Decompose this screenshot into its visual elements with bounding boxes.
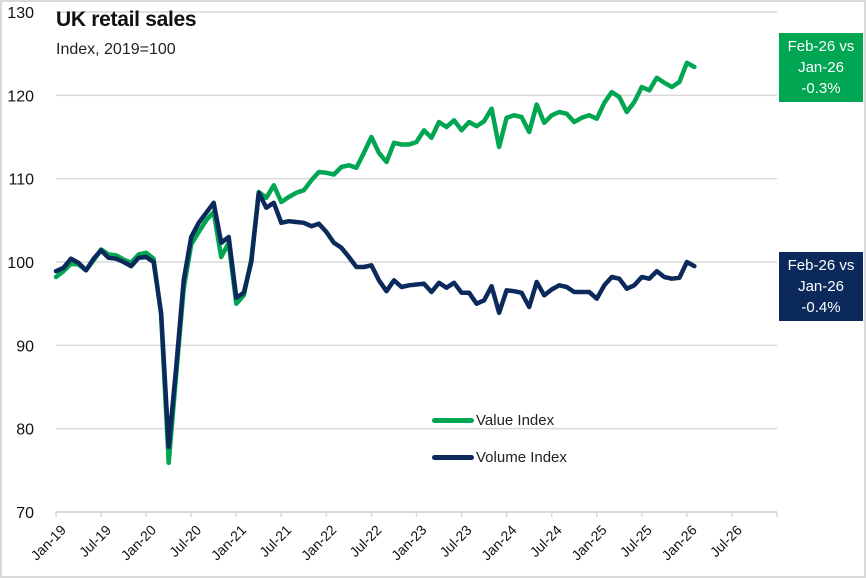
x-tick-label: Jan-20 <box>118 522 160 564</box>
y-tick-label: 70 <box>16 505 34 522</box>
x-tick-label: Jan-23 <box>388 522 430 564</box>
y-tick-label: 90 <box>16 338 34 355</box>
volume-index-line <box>53 190 697 450</box>
x-tick-label: Jul-20 <box>166 522 204 560</box>
callout-line: Feb-26 vs <box>787 38 855 55</box>
volume-index-callout: Feb-26 vs Jan-26 -0.4% <box>779 252 863 321</box>
x-tick-label: Jan-22 <box>298 522 340 564</box>
callout-line: Feb-26 vs <box>787 257 855 274</box>
x-tick-label: Jul-21 <box>256 522 294 560</box>
x-tick-label: Jan-19 <box>27 522 69 564</box>
callout-line: -0.4% <box>801 299 841 316</box>
chart-subtitle: Index, 2019=100 <box>56 41 176 58</box>
y-tick-label: 100 <box>7 255 34 272</box>
y-tick-label: 110 <box>8 172 34 189</box>
legend-label: Value Index <box>476 412 555 429</box>
legend-swatch-volume <box>432 455 474 460</box>
callout-line: Jan-26 <box>798 59 844 76</box>
x-tick-label: Jan-21 <box>208 522 250 564</box>
legend-label: Volume Index <box>476 449 567 466</box>
y-tick-label: 120 <box>7 88 34 105</box>
x-tick-label: Jul-25 <box>617 522 655 560</box>
legend-swatch-value <box>432 418 474 423</box>
legend-item-value-index: Value Index <box>432 412 554 429</box>
series-lines <box>53 60 697 466</box>
x-tick-label: Jan-25 <box>568 522 610 564</box>
chart-title: UK retail sales <box>56 8 197 31</box>
value-index-callout: Feb-26 vs Jan-26 -0.3% <box>779 33 863 102</box>
x-tick-label: Jul-19 <box>76 522 114 560</box>
x-tick-label: Jul-23 <box>436 522 474 560</box>
y-tick-label: 130 <box>7 5 34 22</box>
y-axis-ticks: 70 80 90 100 110 120 130 <box>7 5 34 522</box>
y-tick-label: 80 <box>16 422 34 439</box>
x-tick-label: Jul-22 <box>346 522 384 560</box>
callout-line: Jan-26 <box>798 278 844 295</box>
callout-line: -0.3% <box>801 80 841 97</box>
x-tick-label: Jul-26 <box>707 522 745 560</box>
x-tick-label: Jul-24 <box>526 522 564 560</box>
x-tick-label: Jan-26 <box>658 522 700 564</box>
x-axis: Jan-19 Jul-19 Jan-20 Jul-20 Jan-21 Jul-21 Jan-… <box>27 511 778 564</box>
legend-item-volume-index: Volume Index <box>432 449 567 466</box>
x-tick-label: Jan-24 <box>478 522 520 564</box>
